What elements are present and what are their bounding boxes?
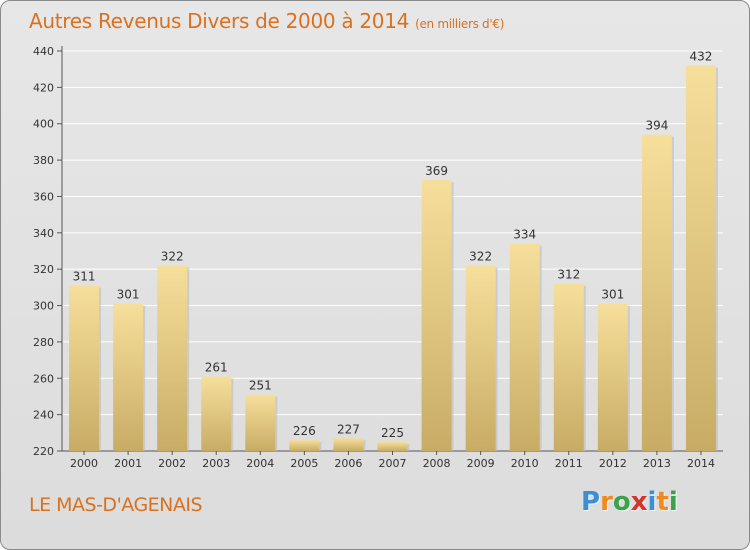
data-label: 432 bbox=[690, 50, 713, 64]
bar bbox=[289, 440, 320, 451]
y-tick-label: 220 bbox=[33, 445, 54, 458]
y-tick-label: 440 bbox=[33, 45, 54, 58]
bar bbox=[421, 180, 452, 451]
data-label: 312 bbox=[557, 268, 580, 282]
y-tick-label: 420 bbox=[33, 81, 54, 94]
y-tick-label: 300 bbox=[33, 300, 54, 313]
x-tick-label: 2012 bbox=[599, 457, 627, 470]
bar bbox=[641, 134, 672, 452]
data-label: 322 bbox=[469, 250, 492, 264]
bar bbox=[333, 438, 364, 451]
y-tick-label: 280 bbox=[33, 336, 54, 349]
logo-letter: o bbox=[612, 487, 631, 517]
bar bbox=[201, 376, 232, 451]
bar bbox=[465, 265, 496, 451]
place-name: LE MAS-D'AGENAIS bbox=[29, 494, 203, 516]
data-label: 301 bbox=[117, 288, 140, 302]
data-label: 225 bbox=[381, 426, 404, 440]
x-tick-label: 2000 bbox=[70, 457, 98, 470]
y-tick-label: 360 bbox=[33, 190, 54, 203]
logo-letter: t bbox=[656, 487, 669, 517]
proxiti-logo: Proxiti bbox=[581, 487, 678, 517]
data-label: 261 bbox=[205, 360, 228, 374]
y-tick-label: 240 bbox=[33, 409, 54, 422]
bar bbox=[597, 303, 628, 451]
logo-letter: r bbox=[600, 487, 613, 517]
x-tick-label: 2005 bbox=[290, 457, 318, 470]
chart-title-text: Autres Revenus Divers de 2000 à 2014 bbox=[29, 9, 410, 33]
x-tick-label: 2006 bbox=[334, 457, 362, 470]
x-tick-label: 2014 bbox=[687, 457, 715, 470]
bar bbox=[377, 441, 408, 451]
logo-letter: i bbox=[647, 487, 657, 517]
data-label: 301 bbox=[601, 288, 624, 302]
logo-letter: i bbox=[668, 487, 678, 517]
logo-letter: x bbox=[630, 487, 648, 517]
y-tick-label: 320 bbox=[33, 263, 54, 276]
x-tick-label: 2001 bbox=[114, 457, 142, 470]
data-label: 227 bbox=[337, 422, 360, 436]
data-label: 369 bbox=[425, 164, 448, 178]
y-tick-label: 400 bbox=[33, 118, 54, 131]
data-label: 322 bbox=[161, 250, 184, 264]
bar bbox=[69, 285, 100, 451]
y-tick-label: 380 bbox=[33, 154, 54, 167]
data-label: 334 bbox=[513, 228, 536, 242]
chart-unit: (en milliers d'€) bbox=[415, 17, 505, 31]
x-tick-label: 2003 bbox=[202, 457, 230, 470]
data-label: 394 bbox=[645, 119, 668, 133]
y-tick-label: 340 bbox=[33, 227, 54, 240]
logo-letter: P bbox=[581, 487, 601, 517]
bar bbox=[245, 394, 276, 451]
x-tick-label: 2002 bbox=[158, 457, 186, 470]
bar bbox=[509, 243, 540, 451]
bar bbox=[157, 265, 188, 451]
data-label: 311 bbox=[73, 270, 96, 284]
bar bbox=[553, 283, 584, 451]
x-tick-label: 2010 bbox=[511, 457, 539, 470]
bar bbox=[685, 65, 716, 451]
data-label: 226 bbox=[293, 424, 316, 438]
y-tick-label: 260 bbox=[33, 372, 54, 385]
bar bbox=[113, 303, 144, 451]
x-tick-label: 2011 bbox=[555, 457, 583, 470]
x-tick-label: 2007 bbox=[379, 457, 407, 470]
x-tick-label: 2008 bbox=[423, 457, 451, 470]
x-tick-label: 2004 bbox=[246, 457, 274, 470]
chart-title: Autres Revenus Divers de 2000 à 2014 (en … bbox=[29, 9, 504, 33]
x-tick-label: 2013 bbox=[643, 457, 671, 470]
data-label: 251 bbox=[249, 379, 272, 393]
x-tick-label: 2009 bbox=[467, 457, 495, 470]
